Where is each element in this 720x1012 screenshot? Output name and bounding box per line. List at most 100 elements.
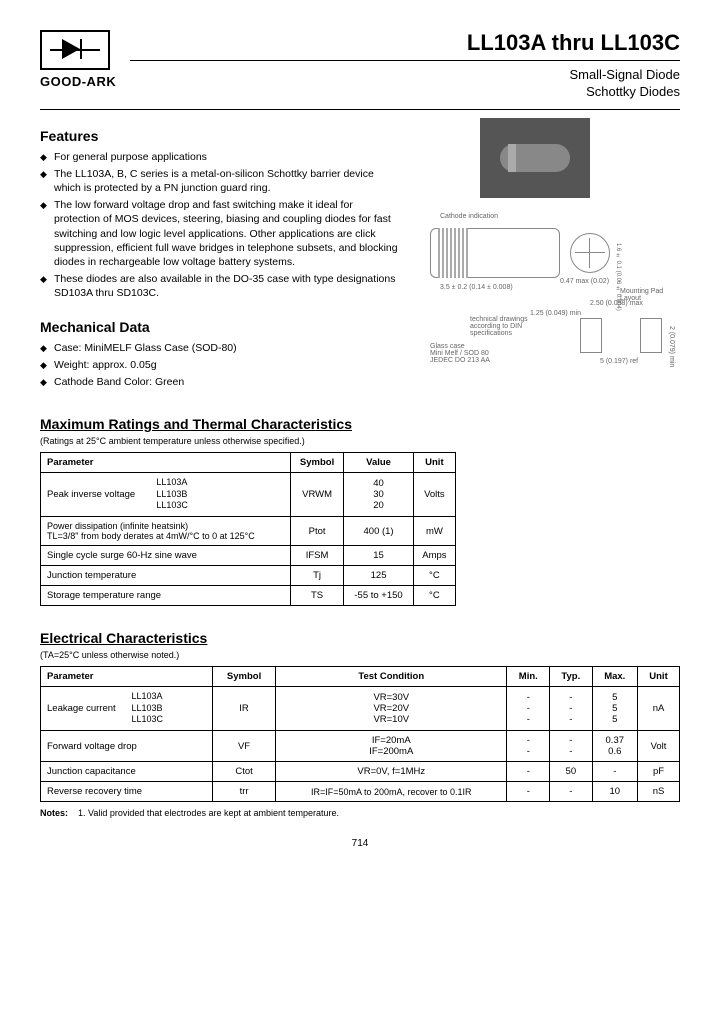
th: Unit bbox=[413, 453, 455, 473]
diode-icon bbox=[500, 144, 570, 172]
td: nA bbox=[638, 687, 680, 731]
td: VRWM bbox=[290, 473, 344, 517]
td: Ctot bbox=[213, 762, 276, 782]
pad-h: 2 (0.079) min bbox=[668, 326, 675, 367]
td: °C bbox=[413, 586, 455, 606]
table-row: Peak inverse voltage LL103A LL103B LL103… bbox=[41, 473, 456, 517]
td: VR=30V VR=20V VR=10V bbox=[276, 687, 507, 731]
td: Junction temperature bbox=[41, 566, 291, 586]
td: 5 5 5 bbox=[592, 687, 637, 731]
td: Storage temperature range bbox=[41, 586, 291, 606]
td: Reverse recovery time bbox=[41, 782, 213, 802]
td: - bbox=[550, 782, 592, 802]
features-heading: Features bbox=[40, 128, 400, 144]
td: Forward voltage drop bbox=[41, 731, 213, 762]
td: 10 bbox=[592, 782, 637, 802]
table-row: Reverse recovery time trr IR=IF=50mA to … bbox=[41, 782, 680, 802]
mech-list: Case: MiniMELF Glass Case (SOD-80) Weigh… bbox=[40, 341, 400, 390]
td: - - - bbox=[507, 687, 550, 731]
pad-w: 1.25 (0.049) min bbox=[530, 310, 581, 317]
header: GOOD-ARK LL103A thru LL103C Small-Signal… bbox=[40, 30, 680, 101]
td: 50 bbox=[550, 762, 592, 782]
case-note: Glass case Mini Melf / SOD 80 JEDEC DO 2… bbox=[430, 343, 490, 364]
right-column: Cathode indication 3.5 ± 0.2 (0.14 ± 0.0… bbox=[420, 118, 680, 392]
td: 15 bbox=[344, 546, 413, 566]
page-number: 714 bbox=[40, 838, 680, 849]
feature-item: The LL103A, B, C series is a metal-on-si… bbox=[40, 167, 400, 195]
td: Ptot bbox=[290, 517, 344, 546]
td: IFSM bbox=[290, 546, 344, 566]
product-photo bbox=[480, 118, 590, 198]
td: Leakage current LL103A LL103B LL103C bbox=[41, 687, 213, 731]
td: VF bbox=[213, 731, 276, 762]
header-divider bbox=[40, 109, 680, 110]
main-title: LL103A thru LL103C bbox=[130, 30, 680, 56]
title-divider bbox=[130, 60, 680, 61]
notes: Notes: 1. Valid provided that electrodes… bbox=[40, 808, 680, 818]
dim-lead: 0.47 max (0.02) bbox=[560, 278, 609, 285]
td: -55 to +150 bbox=[344, 586, 413, 606]
td: - - - bbox=[550, 687, 592, 731]
left-column: Features For general purpose application… bbox=[40, 118, 400, 392]
brand-logo bbox=[40, 30, 110, 70]
td: °C bbox=[413, 566, 455, 586]
cross-v bbox=[589, 238, 590, 268]
subtitle-1: Small-Signal Diode bbox=[130, 67, 680, 84]
td: IF=20mA IF=200mA bbox=[276, 731, 507, 762]
table-row: Junction capacitance Ctot VR=0V, f=1MHz … bbox=[41, 762, 680, 782]
brand-name: GOOD-ARK bbox=[40, 74, 130, 89]
title-block: LL103A thru LL103C Small-Signal Diode Sc… bbox=[130, 30, 680, 101]
table-header-row: Parameter Symbol Test Condition Min. Typ… bbox=[41, 667, 680, 687]
cross-h bbox=[575, 252, 605, 253]
td: 40 30 20 bbox=[344, 473, 413, 517]
td: Tj bbox=[290, 566, 344, 586]
feature-item: The low forward voltage drop and fast sw… bbox=[40, 198, 400, 269]
th: Max. bbox=[592, 667, 637, 687]
td: trr bbox=[213, 782, 276, 802]
table-row: Storage temperature range TS -55 to +150… bbox=[41, 586, 456, 606]
td: Single cycle surge 60-Hz sine wave bbox=[41, 546, 291, 566]
pad-rect-2 bbox=[640, 318, 662, 353]
table-row: Power dissipation (infinite heatsink) TL… bbox=[41, 517, 456, 546]
mech-item: Weight: approx. 0.05g bbox=[40, 358, 400, 372]
subtitle-2: Schottky Diodes bbox=[130, 84, 680, 101]
table-header-row: Parameter Symbol Value Unit bbox=[41, 453, 456, 473]
td: IR bbox=[213, 687, 276, 731]
td: Amps bbox=[413, 546, 455, 566]
th: Unit bbox=[638, 667, 680, 687]
logo-block: GOOD-ARK bbox=[40, 30, 130, 89]
td: VR=0V, f=1MHz bbox=[276, 762, 507, 782]
th: Symbol bbox=[213, 667, 276, 687]
td: Power dissipation (infinite heatsink) TL… bbox=[41, 517, 291, 546]
td: - bbox=[507, 782, 550, 802]
th: Typ. bbox=[550, 667, 592, 687]
th: Symbol bbox=[290, 453, 344, 473]
package-diagram: Cathode indication 3.5 ± 0.2 (0.14 ± 0.0… bbox=[420, 208, 680, 368]
elec-heading: Electrical Characteristics bbox=[40, 630, 680, 646]
max-ratings-heading: Maximum Ratings and Thermal Characterist… bbox=[40, 416, 680, 432]
table-row: Single cycle surge 60-Hz sine wave IFSM … bbox=[41, 546, 456, 566]
td: Volts bbox=[413, 473, 455, 517]
td: 400 (1) bbox=[344, 517, 413, 546]
pad-total: 2.50 (0.098) max bbox=[590, 300, 643, 307]
pad-span: 5 (0.197) ref bbox=[600, 358, 638, 365]
td: - bbox=[592, 762, 637, 782]
features-list: For general purpose applications The LL1… bbox=[40, 150, 400, 301]
tech-note: technical drawings according to DIN spec… bbox=[470, 316, 530, 337]
elec-table: Parameter Symbol Test Condition Min. Typ… bbox=[40, 666, 680, 802]
td: IR=IF=50mA to 200mA, recover to 0.1IR bbox=[276, 782, 507, 802]
td: Junction capacitance bbox=[41, 762, 213, 782]
max-note: (Ratings at 25°C ambient temperature unl… bbox=[40, 436, 680, 446]
td: - bbox=[507, 762, 550, 782]
td: nS bbox=[638, 782, 680, 802]
elec-note: (TA=25°C unless otherwise noted.) bbox=[40, 650, 680, 660]
table-row: Forward voltage drop VF IF=20mA IF=200mA… bbox=[41, 731, 680, 762]
th: Test Condition bbox=[276, 667, 507, 687]
td: TS bbox=[290, 586, 344, 606]
cathode-label: Cathode indication bbox=[440, 213, 498, 220]
td: 125 bbox=[344, 566, 413, 586]
td: - - bbox=[507, 731, 550, 762]
end-view bbox=[570, 233, 610, 273]
mech-item: Cathode Band Color: Green bbox=[40, 375, 400, 389]
note-1: 1. Valid provided that electrodes are ke… bbox=[78, 808, 339, 818]
